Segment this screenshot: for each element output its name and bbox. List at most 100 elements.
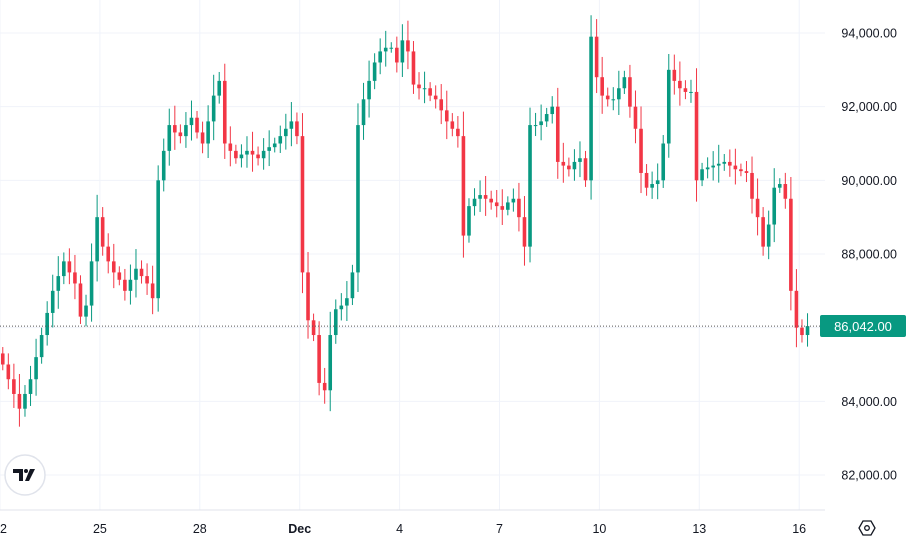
candle: [322, 367, 327, 404]
candle-body: [705, 167, 710, 170]
candle: [422, 71, 427, 104]
candle: [167, 108, 172, 166]
candle: [461, 111, 466, 258]
candle: [145, 263, 149, 295]
candle-body: [300, 136, 305, 273]
candle-body: [633, 106, 638, 129]
candle-body: [284, 128, 288, 137]
candle-body: [139, 268, 144, 277]
candle-body: [245, 150, 249, 155]
candle: [156, 165, 160, 312]
candle-body: [45, 312, 49, 336]
candle: [633, 90, 638, 144]
candle-body: [617, 88, 621, 100]
candle-body: [345, 298, 349, 306]
candle-body: [450, 121, 455, 129]
candle: [755, 178, 760, 236]
candle-body: [306, 272, 310, 321]
candle: [750, 156, 754, 214]
candle: [417, 72, 421, 100]
candle: [766, 210, 771, 260]
candle-body: [272, 143, 277, 148]
candle: [134, 249, 138, 298]
candle: [62, 252, 66, 285]
candle: [278, 125, 283, 153]
candle-body: [372, 62, 377, 81]
candle-body: [716, 163, 721, 166]
time-tick-label: 13: [692, 522, 706, 536]
candle-body: [6, 364, 11, 380]
candle: [234, 144, 238, 164]
candle-body: [361, 99, 366, 126]
candle: [400, 24, 405, 77]
candle-body: [511, 198, 516, 203]
candle-body: [156, 180, 160, 299]
candle: [722, 154, 727, 171]
candle: [0, 347, 5, 371]
candle: [794, 269, 799, 348]
candle: [45, 301, 49, 346]
candle-body: [39, 335, 44, 358]
candle: [744, 161, 749, 183]
candle-body: [594, 36, 599, 78]
candle-body: [250, 150, 255, 155]
candle: [783, 172, 788, 209]
candle: [450, 113, 455, 137]
candle: [555, 87, 560, 179]
candle: [600, 56, 604, 114]
candle-body: [689, 91, 693, 93]
candle-body: [23, 393, 27, 409]
candle: [489, 190, 493, 210]
candle: [23, 385, 27, 417]
candle: [444, 90, 449, 140]
candles: [0, 15, 810, 427]
settings-icon[interactable]: [858, 520, 876, 536]
candle-body: [222, 80, 227, 144]
grid-lines: [0, 0, 825, 510]
candle-body: [517, 198, 521, 218]
candle: [550, 96, 555, 124]
candle-body: [622, 77, 627, 89]
candle-body: [211, 95, 216, 122]
candle-body: [694, 91, 699, 181]
candle: [611, 87, 616, 111]
tradingview-logo[interactable]: [4, 454, 46, 496]
candle-body: [628, 77, 632, 107]
candle: [406, 20, 410, 70]
candle-body: [666, 69, 671, 144]
candle-body: [650, 184, 654, 188]
time-tick-label: 16: [792, 522, 806, 536]
candle: [261, 138, 266, 170]
candle-body: [572, 161, 577, 170]
candle: [428, 82, 432, 102]
candle: [383, 30, 388, 67]
candle: [239, 144, 244, 168]
candle-body: [772, 187, 777, 225]
candle-body: [317, 335, 321, 383]
candle: [389, 42, 394, 53]
time-axis[interactable]: 22 25 28 Dec 4 7 10 13 16: [0, 522, 806, 536]
candle-body: [461, 136, 466, 236]
candle: [700, 162, 704, 187]
candle: [128, 264, 133, 305]
candle-body: [189, 117, 194, 126]
price-tick-label: 92,000.00: [841, 100, 897, 114]
candle: [178, 124, 183, 144]
candle: [50, 274, 55, 328]
candle-body: [789, 198, 793, 291]
candle-body: [134, 268, 138, 280]
candle: [683, 80, 688, 100]
candle-body: [256, 154, 260, 159]
candle-body: [62, 261, 66, 277]
candle: [173, 105, 177, 150]
candle: [295, 112, 299, 145]
candle-body: [239, 154, 244, 159]
candle-body: [794, 290, 799, 328]
price-axis[interactable]: 94,000.00 92,000.00 90,000.00 88,000.00 84,0…: [841, 27, 897, 483]
candle: [361, 82, 366, 140]
candle: [472, 188, 477, 216]
candle: [317, 321, 321, 396]
candle: [622, 70, 627, 95]
candle-body: [195, 117, 199, 133]
